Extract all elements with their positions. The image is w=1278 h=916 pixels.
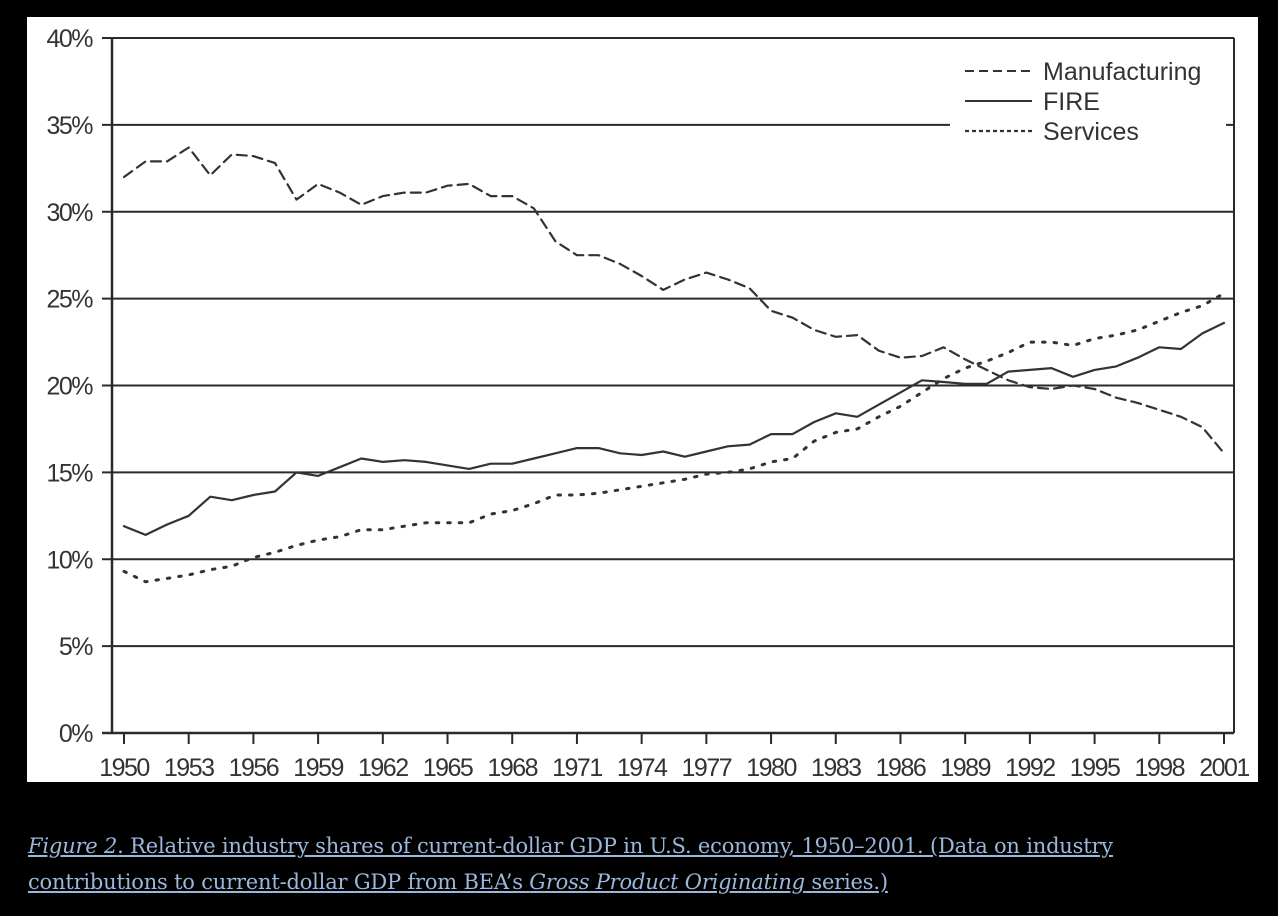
caption-figure-label: Figure 2 — [28, 834, 118, 858]
caption-text-part2: series.) — [804, 870, 888, 894]
y-tick-label: 5% — [59, 633, 93, 661]
figure-caption[interactable]: Figure 2. Relative industry shares of cu… — [28, 828, 1248, 900]
y-tick-label: 40% — [46, 25, 93, 53]
x-tick-label: 1980 — [746, 754, 796, 782]
legend-label-manufacturing: Manufacturing — [1043, 58, 1201, 86]
x-tick-label: 2001 — [1199, 754, 1249, 782]
legend-label-services: Services — [1043, 118, 1139, 146]
y-axis-ticks: 0% 5% 10% 15% 20% 25% 30% 35% 40% — [46, 25, 112, 748]
y-tick-label: 35% — [46, 112, 93, 140]
series-line-fire — [122, 321, 1226, 537]
x-tick-label: 1983 — [811, 754, 861, 782]
series-line-manufacturing — [122, 146, 1226, 455]
caption-text-part1: . Relative industry shares of current-do… — [28, 834, 1113, 894]
y-tick-label: 30% — [46, 199, 93, 227]
legend-label-fire: FIRE — [1043, 88, 1100, 116]
x-tick-label: 1959 — [293, 754, 343, 782]
x-tick-label: 1977 — [682, 754, 732, 782]
x-tick-label: 1965 — [423, 754, 473, 782]
y-tick-label: 15% — [46, 459, 93, 487]
x-tick-label: 1995 — [1070, 754, 1120, 782]
caption-source-name: Gross Product Originating — [529, 870, 805, 894]
x-tick-label: 1998 — [1134, 754, 1184, 782]
x-tick-label: 1989 — [940, 754, 990, 782]
x-tick-label: 1986 — [876, 754, 926, 782]
line-chart: 0%5%10%15%20%25%30%35%40% 1950 1953 1956 19… — [46, 25, 1251, 782]
x-tick-label: 1953 — [164, 754, 214, 782]
x-tick-label: 1962 — [358, 754, 408, 782]
y-tick-label: 10% — [46, 546, 93, 574]
x-tick-label: 1992 — [1005, 754, 1055, 782]
y-tick-label: 25% — [46, 286, 93, 314]
x-tick-label: 1971 — [552, 754, 602, 782]
series-line-services — [122, 291, 1226, 584]
series-lines — [122, 146, 1226, 584]
x-tick-label: 1974 — [617, 754, 668, 782]
x-tick-label: 1956 — [229, 754, 279, 782]
x-axis-ticks: 1950 1953 1956 1959 1962 1965 1968 1971 1974 1977… — [99, 733, 1251, 782]
x-tick-label: 1950 — [99, 754, 149, 782]
y-tick-label: 0% — [59, 720, 93, 748]
x-tick-label: 1968 — [487, 754, 537, 782]
y-tick-label: 20% — [46, 373, 93, 401]
